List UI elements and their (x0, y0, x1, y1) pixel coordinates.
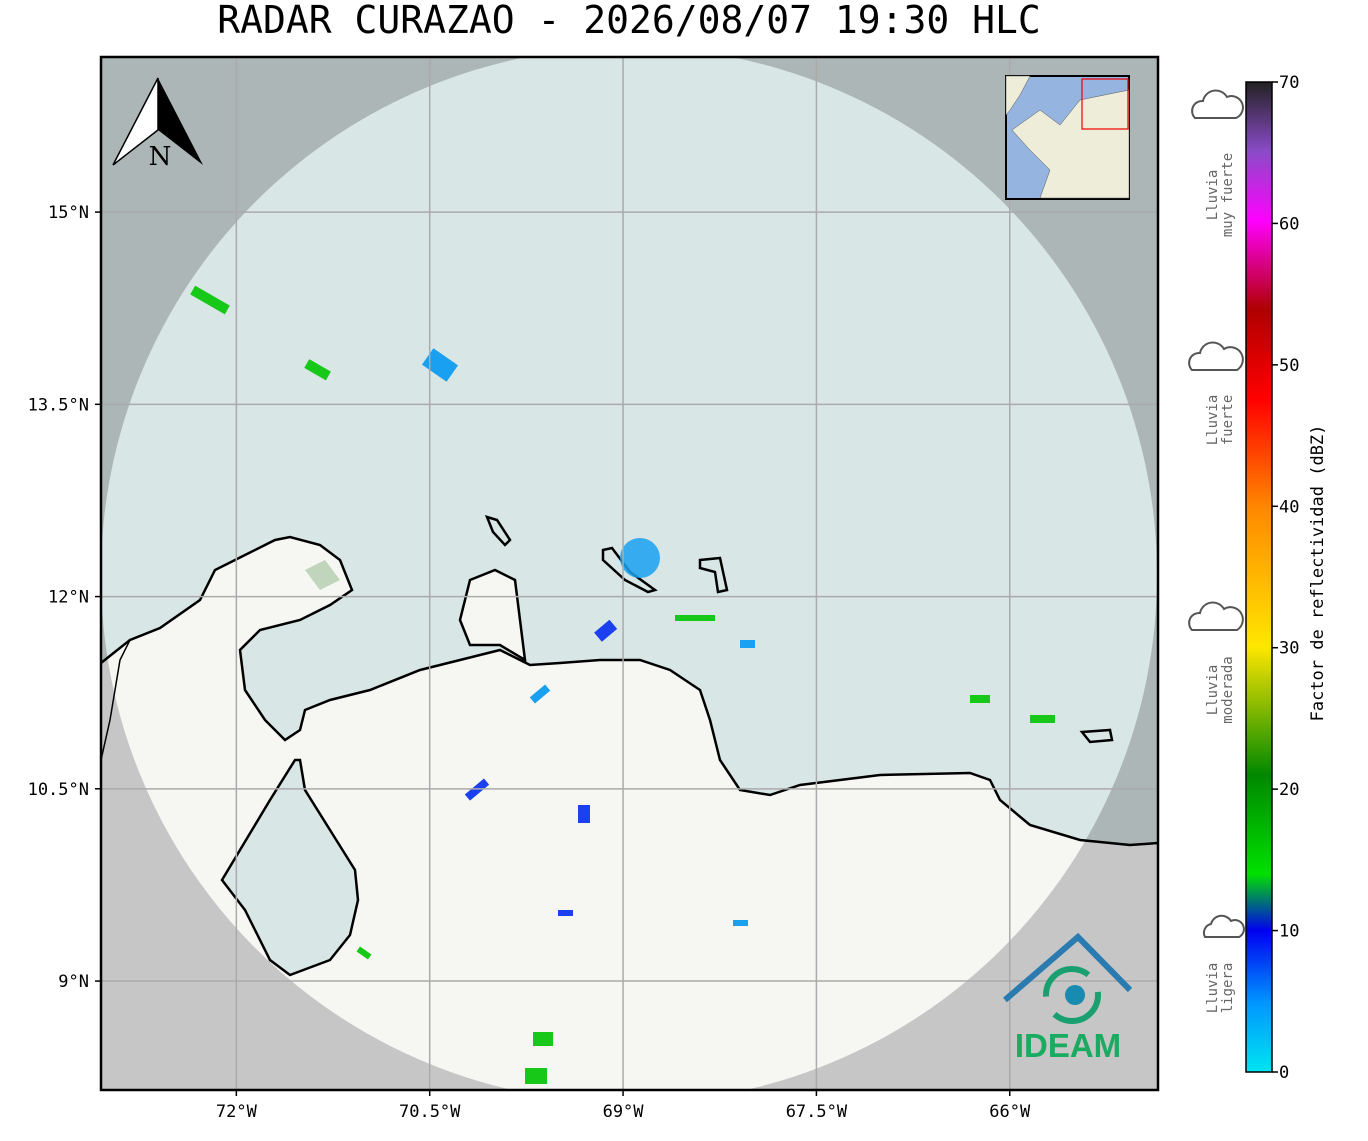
axes: 72°W 70.5°W 69°W 67.5°W 66°W 15°N 13.5°N 12°N 10… (28, 203, 1031, 1122)
legend-text: moderada (1220, 656, 1236, 723)
y-tick-label: 12°N (48, 588, 89, 608)
map-frame (99, 55, 1160, 1092)
coastline (101, 515, 1158, 977)
logo-text: IDEAM (1015, 1027, 1121, 1064)
y-tick-label: 13.5°N (28, 395, 89, 415)
x-tick-label: 67.5°W (786, 1102, 848, 1122)
map: N IDEAM (101, 57, 1158, 1090)
legend-text: muy fuerte (1220, 153, 1236, 237)
title: RADAR CURAZAO - 2026/08/07 19:30 HLC (217, 0, 1041, 42)
legend-text: Lluvia (1205, 170, 1221, 221)
legend-text: Lluvia (1205, 395, 1221, 446)
colorbar-tick-label: 30 (1279, 639, 1299, 659)
colorbar (1245, 81, 1273, 1073)
compass: N (112, 77, 203, 172)
legend-text: fuerte (1220, 395, 1236, 446)
colorbar-label: Factor de reflectividad (dBZ) (1308, 425, 1328, 722)
y-tick-label: 10.5°N (28, 780, 89, 800)
x-tick-label: 70.5°W (399, 1102, 461, 1122)
x-tick-label: 69°W (603, 1102, 645, 1122)
colorbar-tick-label: 70 (1279, 73, 1299, 93)
colorbar-tick-label: 40 (1279, 497, 1299, 517)
compass-label: N (149, 142, 172, 172)
colorbar-tick-label: 50 (1279, 356, 1299, 376)
inset-map (1005, 75, 1130, 200)
legend-text: Lluvia (1205, 963, 1221, 1014)
radar-echoes (190, 285, 1055, 1084)
y-tick-label: 9°N (58, 972, 89, 992)
y-tick-label: 15°N (48, 203, 89, 223)
ideam-logo: IDEAM (1003, 932, 1133, 1064)
x-tick-label: 72°W (216, 1102, 258, 1122)
grid (101, 57, 1158, 1090)
legend-text: ligera (1220, 963, 1236, 1014)
colorbar-ticks: 0 10 20 30 40 50 60 70 (1272, 73, 1299, 1083)
colorbar-tick-label: 60 (1279, 214, 1299, 234)
colorbar-tick-label: 10 (1279, 922, 1299, 942)
legend-icons (1188, 89, 1245, 938)
x-tick-label: 66°W (989, 1102, 1031, 1122)
colorbar-tick-label: 0 (1279, 1063, 1289, 1083)
legend-text: Lluvia (1205, 665, 1221, 716)
colorbar-tick-label: 20 (1279, 780, 1299, 800)
